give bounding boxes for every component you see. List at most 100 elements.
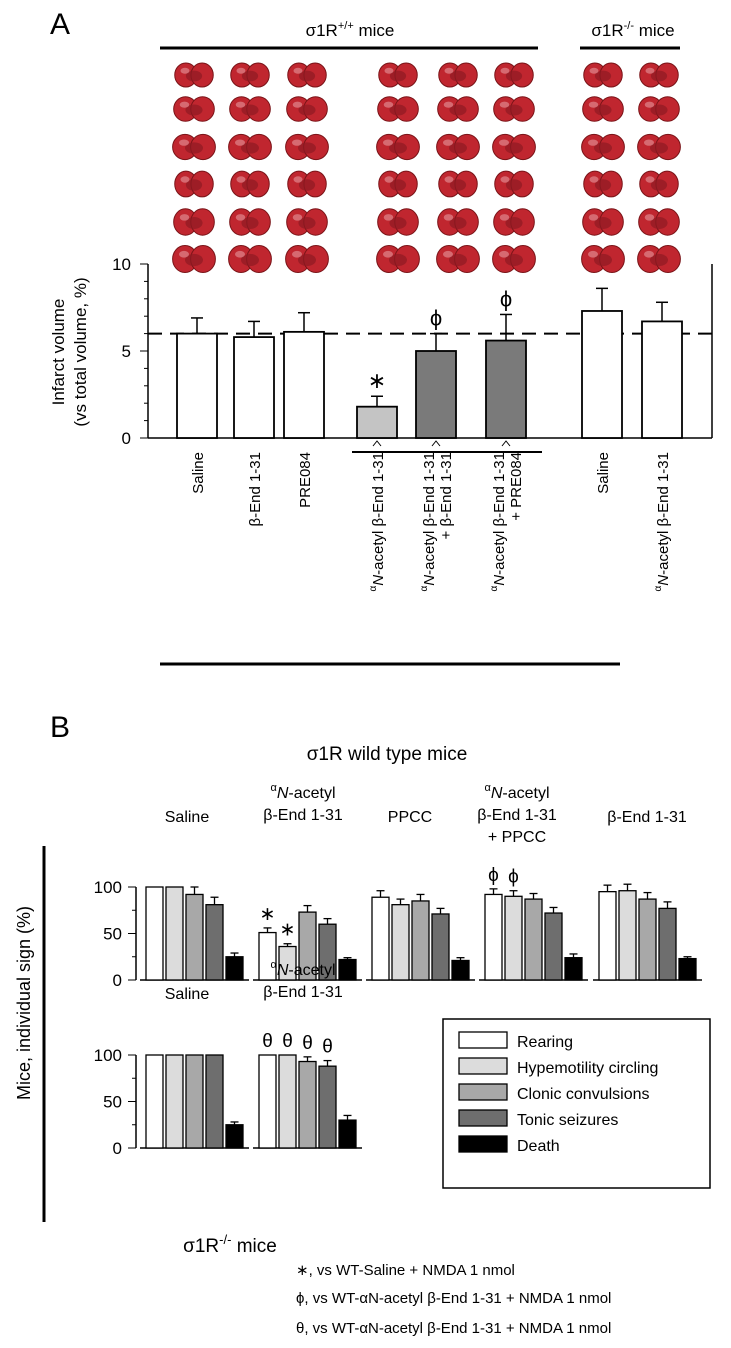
category-label: PPCC bbox=[388, 809, 432, 826]
significance-marker: θ bbox=[262, 1031, 273, 1052]
brain-slice bbox=[638, 96, 680, 122]
seizure-sign-bar bbox=[618, 883, 637, 981]
y-tick-label: 0 bbox=[113, 971, 122, 990]
y-tick-label: 10 bbox=[112, 255, 131, 274]
brain-slice bbox=[582, 96, 624, 122]
knockout-mice-label: σ1R-/- mice bbox=[183, 1232, 277, 1257]
seizure-sign-bar bbox=[278, 1054, 297, 1149]
x-category-label: αN-acetyl β-End 1-31 bbox=[653, 452, 672, 591]
significance-marker: θ bbox=[302, 1033, 313, 1054]
infarct-bar bbox=[233, 320, 275, 439]
footnote-star: ∗, vs WT-Saline + NMDA 1 nmol bbox=[296, 1261, 515, 1279]
brain-slice bbox=[228, 133, 272, 161]
seizure-sign-bar bbox=[564, 953, 583, 981]
brain-slice bbox=[378, 62, 418, 88]
brain-slice bbox=[376, 245, 420, 273]
seizure-sign-bar bbox=[524, 892, 543, 981]
footnote-theta: θ, vs WT-αN-acetyl β-End 1-31 + NMDA 1 n… bbox=[296, 1320, 611, 1337]
seizure-sign-bar bbox=[165, 886, 184, 981]
seizure-sign-bar bbox=[371, 890, 390, 981]
brain-slice bbox=[493, 208, 535, 236]
brain-slice bbox=[494, 170, 534, 198]
panel-b-letter: B bbox=[50, 711, 70, 744]
brain-slice bbox=[174, 170, 214, 198]
infarct-ylabel: Infarct volume (vs total volume, %) bbox=[49, 277, 90, 426]
brain-slice bbox=[582, 208, 624, 236]
legend-entry: Rearing bbox=[458, 1031, 573, 1051]
brain-slice bbox=[438, 170, 478, 198]
significance-marker: ∗ bbox=[280, 920, 296, 941]
brain-slice bbox=[583, 170, 623, 198]
seizure-sign-bar bbox=[638, 891, 657, 981]
infarct-bar bbox=[176, 317, 218, 439]
seizure-sign-bar bbox=[658, 901, 677, 981]
significance-marker: ϕ bbox=[430, 306, 442, 331]
brain-slice bbox=[437, 208, 479, 236]
x-category-label: Saline bbox=[190, 452, 207, 494]
seizure-sign-bar bbox=[318, 1059, 337, 1149]
brain-slice bbox=[494, 62, 534, 88]
seizure-sign-bar bbox=[338, 957, 357, 981]
panel-b-title: σ1R wild type mice bbox=[307, 744, 468, 765]
seizure-sign-bar bbox=[205, 1054, 224, 1149]
seizure-sign-bar bbox=[544, 906, 563, 981]
x-category-label: αN-acetyl β-End 1-31 bbox=[368, 452, 387, 591]
group-label-wild-type: σ1R+/+ mice bbox=[306, 20, 395, 40]
brain-slice-images bbox=[172, 62, 681, 273]
infarct-bar bbox=[356, 395, 398, 439]
seizure-sign-bar bbox=[185, 1054, 204, 1149]
infarct-bar bbox=[641, 301, 683, 439]
significance-marker: ϕ bbox=[508, 867, 519, 888]
seizure-signs-wild-type-chart: 0 50 100 Saline αN-acetyl β-End 1-31 PPCC αN-ac… bbox=[94, 782, 702, 990]
category-label: Saline bbox=[165, 986, 210, 1003]
seizure-sign-bar bbox=[484, 888, 503, 981]
seizure-sign-bar bbox=[411, 893, 430, 981]
seizure-sign-bar bbox=[451, 957, 470, 981]
brain-slice bbox=[377, 208, 419, 236]
brain-slice bbox=[639, 62, 679, 88]
y-tick-label: 100 bbox=[94, 1046, 122, 1065]
category-label: αN-acetyl β-End 1-31 bbox=[263, 959, 343, 1001]
brain-slice bbox=[287, 170, 327, 198]
brain-slice bbox=[637, 245, 681, 273]
chart-legend: Rearing Hypemotility circling Clonic convu… bbox=[442, 1018, 711, 1189]
svg-text:Tonic seizures: Tonic seizures bbox=[517, 1112, 618, 1129]
seizure-sign-bar bbox=[258, 1054, 277, 1149]
footnote-theta-text: , vs WT-αN-acetyl β-End 1-31 + NMDA 1 nm… bbox=[304, 1320, 612, 1337]
brain-slice bbox=[376, 133, 420, 161]
brain-slice bbox=[285, 133, 329, 161]
brain-slice bbox=[174, 62, 214, 88]
category-label: αN-acetyl β-End 1-31 bbox=[263, 782, 343, 824]
brain-slice bbox=[377, 96, 419, 122]
svg-text:Clonic convulsions: Clonic convulsions bbox=[517, 1086, 650, 1103]
category-label: αN-acetyl β-End 1-31 + PPCC bbox=[477, 782, 557, 846]
seizure-sign-bar bbox=[298, 1056, 317, 1149]
x-category-label: β-End 1-31 bbox=[247, 452, 264, 527]
brain-slice bbox=[492, 133, 536, 161]
infarct-bar bbox=[581, 287, 623, 439]
brain-slice bbox=[581, 245, 625, 273]
brain-slice bbox=[228, 245, 272, 273]
brain-slice bbox=[172, 133, 216, 161]
seizure-sign-bar bbox=[678, 956, 697, 981]
significance-marker: ϕ bbox=[488, 865, 499, 886]
footnote-star-text: , vs WT-Saline + NMDA 1 nmol bbox=[308, 1262, 515, 1279]
brain-slice bbox=[286, 208, 328, 236]
y-tick-label: 50 bbox=[103, 1093, 122, 1112]
brain-slice bbox=[438, 62, 478, 88]
legend-entry: Death bbox=[458, 1135, 560, 1155]
x-category-label: αN-acetyl β-End 1-31+ β-End 1-31 bbox=[419, 452, 455, 591]
significance-marker: ∗ bbox=[260, 904, 276, 925]
seizure-sign-bar bbox=[391, 898, 410, 981]
footnote-star-symbol: ∗ bbox=[296, 1262, 309, 1279]
brain-slice bbox=[436, 133, 480, 161]
legend-entry: Clonic convulsions bbox=[458, 1083, 650, 1103]
seizure-sign-bar bbox=[225, 1121, 244, 1149]
brain-slice bbox=[583, 62, 623, 88]
brain-slice bbox=[229, 96, 271, 122]
brain-slice bbox=[172, 245, 216, 273]
seizure-sign-bar bbox=[338, 1114, 357, 1149]
infarct-bar bbox=[485, 313, 527, 439]
brain-slice bbox=[493, 96, 535, 122]
